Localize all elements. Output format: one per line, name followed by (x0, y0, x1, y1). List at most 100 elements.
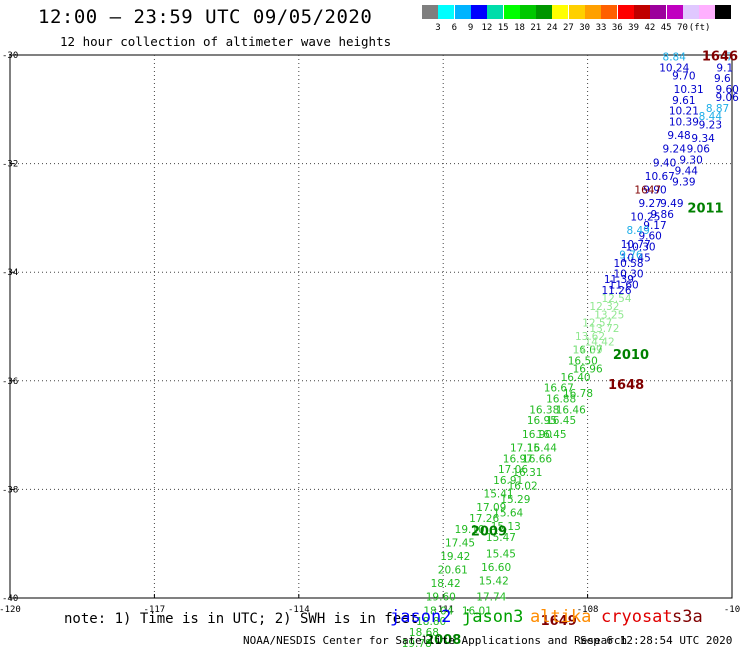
pass-time-label: 2008 (425, 633, 461, 648)
legend-label: 27 (562, 23, 574, 33)
legend-swatch (617, 5, 634, 19)
wave-height-value: 9.06 (687, 144, 711, 156)
y-tick-label: -36 (2, 377, 18, 387)
wave-height-value: 9.70 (672, 70, 695, 82)
y-tick-label: -32 (2, 160, 18, 170)
wave-height-value: 9.17 (643, 220, 666, 232)
wave-height-value: 18.68 (409, 627, 439, 639)
wave-height-value: 13.62 (575, 331, 605, 343)
x-tick-label: -108 (577, 605, 599, 615)
wave-height-value: 9.6 (714, 73, 731, 85)
wave-height-value: 17.45 (445, 537, 475, 549)
legend-swatch (552, 5, 569, 19)
wave-height-value: 20.61 (438, 565, 468, 577)
wave-height-value: 8.44 (699, 111, 723, 123)
generated-timestamp: Sep 6 12:28:54 UTC 2020 (580, 634, 733, 647)
wave-height-value: 10.58 (613, 258, 643, 270)
wave-height-value: 12.57 (582, 318, 612, 330)
wave-height-value: 16.67 (544, 383, 574, 395)
legend-label: 15 (497, 23, 509, 33)
legend-swatch (633, 5, 650, 19)
legend-label: 6 (451, 23, 457, 33)
legend-swatch (568, 5, 585, 19)
wave-height-value: 10.77 (621, 239, 651, 251)
legend-label: 39 (628, 23, 640, 33)
wave-height-value: 16.78 (563, 388, 593, 400)
wave-height-value: 17.09 (476, 502, 506, 514)
wave-height-value: 14.42 (585, 337, 615, 349)
wave-height-value: 16.90 (522, 429, 552, 441)
wave-height-value: 9.34 (691, 133, 715, 145)
pass-time-label: 1648 (608, 378, 644, 393)
wave-height-value: 16.45 (546, 415, 576, 427)
wave-height-value: 10.39 (669, 117, 699, 129)
pass-time-label: 1646 (702, 49, 738, 64)
wave-height-value: 10.25 (630, 212, 660, 224)
legend-swatch (601, 5, 618, 19)
wave-height-value: 10.45 (621, 252, 651, 264)
wave-height-value: 10.30 (613, 269, 643, 281)
wave-height-value: 16.96 (573, 364, 603, 376)
wave-height-value: 9.30 (679, 155, 702, 167)
wave-height-value: 17.06 (498, 464, 528, 476)
wave-height-value: 12.54 (601, 293, 631, 305)
legend-swatch (422, 5, 438, 19)
wave-height-value: 15.29 (500, 494, 530, 506)
wave-height-value: 16.91 (493, 475, 523, 487)
wave-height-value: 10.21 (669, 106, 699, 118)
wave-height-value: 9.24 (663, 144, 687, 156)
wave-height-value: 10.24 (659, 62, 689, 74)
wave-height-value: 9.90 (643, 184, 666, 196)
wave-height-value: 9.60 (715, 84, 738, 96)
legend-label: 12 (481, 23, 493, 33)
wave-height-value: 8.87 (706, 103, 729, 115)
wave-height-value: 19.60 (426, 592, 456, 604)
x-tick-label: -10 (724, 605, 740, 615)
wave-height-value: 15.45 (486, 548, 516, 560)
wave-height-value: 16.40 (561, 372, 591, 384)
wave-height-value: 9.60 (638, 231, 661, 243)
satellite-label-jason2: jason2 (390, 607, 452, 627)
legend-label: 21 (530, 23, 542, 33)
legend-label: 3 (435, 23, 441, 33)
wave-height-value: 9.86 (651, 209, 675, 221)
wave-height-value: 8.49 (626, 225, 649, 237)
wave-height-value: 15.41 (484, 489, 514, 501)
wave-height-value: 16.31 (512, 467, 542, 479)
wave-height-value: 17.15 (510, 442, 540, 454)
wave-height-value: 10.31 (674, 84, 704, 96)
wave-height-value: 19.10 (455, 524, 485, 536)
wave-height-value: 16.07 (573, 345, 603, 357)
legend-label: 18 (514, 23, 525, 33)
x-tick-label: -117 (144, 605, 166, 615)
wave-height-value: 15.42 (479, 575, 509, 587)
wave-height-value: 15.47 (486, 532, 516, 544)
wave-height-value: 13.72 (589, 323, 619, 335)
wave-height-value: 16.66 (522, 453, 552, 465)
wave-height-value: 16.38 (529, 404, 559, 416)
wave-height-value: 9.27 (638, 198, 661, 210)
wave-height-value: 9.23 (699, 119, 722, 131)
wave-height-value: 9.40 (653, 157, 676, 169)
y-tick-label: -38 (2, 485, 18, 495)
legend-swatch (454, 5, 471, 19)
legend-swatch (470, 5, 487, 19)
wave-height-value: 9.49 (660, 198, 683, 210)
legend-swatch (666, 5, 683, 19)
wave-height-value: 15.64 (493, 508, 523, 520)
pass-time-label: 1649 (541, 614, 577, 629)
pass-time-label: 2011 (687, 201, 723, 216)
legend-swatch (519, 5, 536, 19)
wave-height-value: 16.95 (527, 415, 557, 427)
wave-height-value: 11.39 (604, 274, 634, 286)
legend-swatch (699, 5, 716, 19)
x-tick-label: -120 (0, 605, 21, 615)
wave-height-value: 17.74 (476, 592, 506, 604)
wave-height-value: 19.42 (440, 551, 470, 563)
wave-height-value: 14.39 (573, 345, 603, 357)
wave-height-value: 18.42 (431, 578, 461, 590)
y-tick-label: -30 (2, 51, 18, 61)
legend-label: 30 (579, 23, 591, 33)
satellite-label-jason3: jason3 (462, 607, 524, 627)
wave-height-value: 1647 (634, 184, 661, 196)
